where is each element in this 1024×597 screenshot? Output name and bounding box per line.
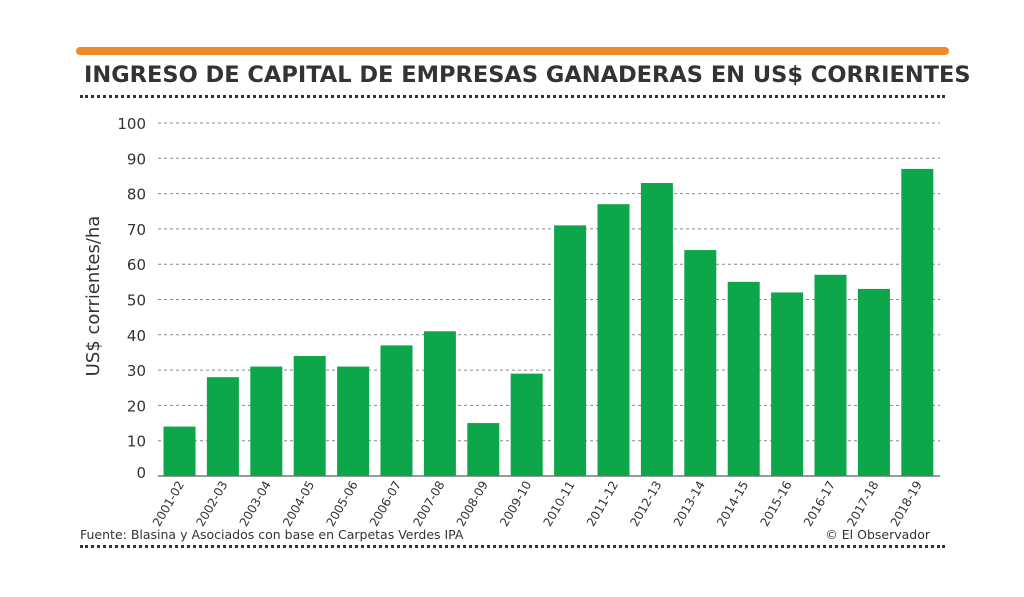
x-tick-label: 2014-15 bbox=[714, 479, 751, 529]
x-tick-label: 2004-05 bbox=[280, 479, 317, 529]
x-tick-label: 2001-02 bbox=[150, 479, 187, 529]
y-tick-label: 100 bbox=[117, 115, 146, 133]
y-tick-label: 90 bbox=[127, 150, 146, 168]
x-axis-ticks: 2001-02 2002-03 2003-04 2004-05 2005-06 2006-… bbox=[150, 479, 925, 529]
bar-2011-12 bbox=[597, 204, 630, 476]
bar-2015-16 bbox=[771, 292, 804, 476]
bar-2007-08 bbox=[423, 331, 456, 476]
y-tick-label: 10 bbox=[127, 433, 146, 451]
y-tick-label: 50 bbox=[127, 292, 146, 310]
x-tick-label: 2008-09 bbox=[454, 479, 491, 529]
divider-top bbox=[80, 95, 945, 98]
bar-2001-02 bbox=[163, 426, 196, 476]
x-tick-label: 2010-11 bbox=[541, 479, 578, 529]
bar-2017-18 bbox=[857, 288, 890, 476]
x-tick-label: 2015-16 bbox=[758, 479, 795, 529]
bar-2002-03 bbox=[206, 377, 239, 476]
x-tick-label: 2006-07 bbox=[367, 479, 404, 529]
bar-2012-13 bbox=[640, 183, 673, 476]
y-tick-label: 0 bbox=[136, 464, 146, 482]
bar-2004-05 bbox=[293, 355, 326, 476]
x-tick-label: 2002-03 bbox=[193, 479, 230, 529]
divider-bottom bbox=[80, 545, 945, 548]
bars bbox=[163, 168, 934, 476]
bar-2006-07 bbox=[380, 345, 413, 476]
chart-title: INGRESO DE CAPITAL DE EMPRESAS GANADERAS… bbox=[84, 62, 971, 88]
bar-2010-11 bbox=[554, 225, 587, 476]
bar-2009-10 bbox=[510, 373, 543, 476]
x-tick-label: 2018-19 bbox=[888, 479, 925, 529]
x-tick-label: 2012-13 bbox=[627, 479, 664, 529]
x-tick-label: 2003-04 bbox=[237, 479, 274, 529]
source-note: Fuente: Blasina y Asociados con base en … bbox=[80, 527, 464, 542]
bar-2005-06 bbox=[337, 366, 370, 476]
y-tick-label: 80 bbox=[127, 186, 146, 204]
y-axis-ticks: 0 10 20 30 40 50 60 70 80 90 100 bbox=[117, 115, 146, 482]
bar-2014-15 bbox=[727, 281, 760, 476]
x-tick-label: 2009-10 bbox=[497, 479, 534, 529]
bar-2013-14 bbox=[684, 250, 717, 476]
y-tick-label: 30 bbox=[127, 362, 146, 380]
bar-2008-09 bbox=[467, 423, 500, 476]
y-tick-label: 20 bbox=[127, 397, 146, 415]
bar-2018-19 bbox=[901, 168, 934, 476]
x-tick-label: 2013-14 bbox=[671, 479, 708, 529]
bar-2003-04 bbox=[250, 366, 283, 476]
y-tick-label: 40 bbox=[127, 327, 146, 345]
grid-lines bbox=[158, 122, 940, 477]
x-tick-label: 2016-17 bbox=[801, 479, 838, 529]
y-axis-label: US$ corrientes/ha bbox=[83, 216, 104, 377]
x-tick-label: 2011-12 bbox=[584, 479, 621, 529]
x-tick-label: 2007-08 bbox=[410, 479, 447, 529]
y-tick-label: 60 bbox=[127, 256, 146, 274]
credit-note: © El Observador bbox=[825, 527, 930, 542]
bar-2016-17 bbox=[814, 274, 847, 476]
y-tick-label: 70 bbox=[127, 221, 146, 239]
x-tick-label: 2017-18 bbox=[844, 479, 881, 529]
x-tick-label: 2005-06 bbox=[324, 479, 361, 529]
accent-bar bbox=[76, 47, 949, 55]
